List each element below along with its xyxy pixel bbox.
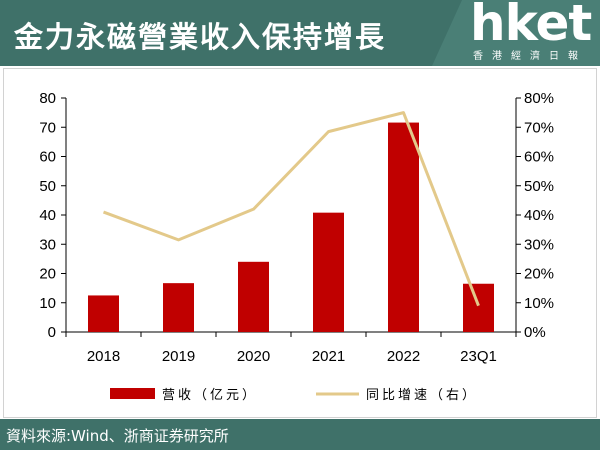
right-tick-label: 20% [524, 266, 554, 283]
left-tick-label: 80 [39, 90, 56, 107]
bar [163, 283, 194, 332]
legend-line-label: 同比增速（右） [366, 388, 478, 403]
x-tick-label: 2019 [162, 348, 195, 365]
left-tick-label: 60 [39, 149, 56, 166]
x-tick-label: 2020 [237, 348, 270, 365]
logo-background [432, 0, 600, 66]
x-tick-label: 23Q1 [460, 348, 497, 365]
left-tick-label: 50 [39, 178, 56, 195]
bar [238, 261, 269, 332]
left-tick-label: 20 [39, 266, 56, 283]
footer-bar: 資料來源:Wind、浙商证券研究所 [0, 419, 600, 450]
right-tick-label: 0% [524, 324, 546, 341]
chart-title: 金力永磁營業收入保持增長 [14, 20, 387, 54]
legend-bar-swatch [110, 388, 155, 399]
left-tick-label: 10 [39, 295, 56, 312]
revenue-chart: 0 10 20 30 40 50 60 70 80 0% 10% 20% 30% 40% 50% 60% 70%… [39, 90, 554, 403]
left-tick-label: 30 [39, 236, 56, 253]
bar [463, 283, 494, 332]
bar [388, 122, 419, 332]
x-tick-label: 2021 [312, 348, 345, 365]
source-note: 資料來源:Wind、浙商证券研究所 [6, 427, 229, 445]
left-tick-label: 70 [39, 119, 56, 136]
bar [88, 295, 119, 332]
hket-logo-subtitle: 香港經濟日報 [473, 51, 587, 62]
right-tick-label: 70% [524, 119, 554, 136]
right-tick-label: 50% [524, 178, 554, 195]
bar [313, 212, 344, 332]
right-tick-label: 40% [524, 207, 554, 224]
right-tick-label: 30% [524, 236, 554, 253]
right-tick-label: 80% [524, 90, 554, 107]
left-tick-label: 40 [39, 207, 56, 224]
right-tick-label: 10% [524, 295, 554, 312]
hket-logo[interactable]: hket [470, 0, 592, 52]
right-tick-label: 60% [524, 149, 554, 166]
legend-bar-label: 营收（亿元） [162, 388, 258, 403]
left-tick-label: 0 [48, 324, 56, 341]
x-tick-label: 2018 [87, 348, 120, 365]
growth-rate-line [102, 111, 480, 307]
chart-panel: 0 10 20 30 40 50 60 70 80 0% 10% 20% 30% 40% 50% 60% 70%… [3, 68, 597, 418]
header-bar: 金力永磁營業收入保持增長 hket 香港經濟日報 [0, 0, 600, 66]
x-tick-label: 2022 [387, 348, 420, 365]
